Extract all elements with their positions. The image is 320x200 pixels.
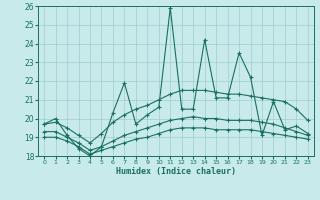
X-axis label: Humidex (Indice chaleur): Humidex (Indice chaleur) [116,167,236,176]
